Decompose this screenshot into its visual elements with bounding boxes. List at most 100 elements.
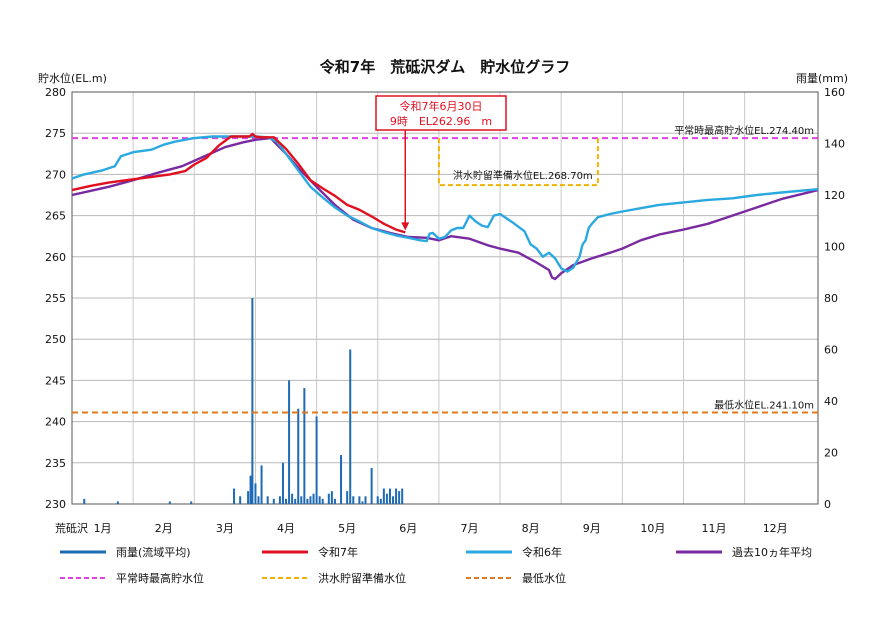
rainfall-bar (312, 493, 315, 504)
month-tick-label: 9月 (583, 522, 601, 535)
rainfall-bar (254, 483, 257, 504)
y-tick-label-left: 255 (45, 292, 66, 305)
rainfall-bar (340, 455, 343, 504)
rainfall-bar (352, 496, 355, 504)
month-tick-label: 6月 (399, 522, 417, 535)
x-axis-prefix-label: 荒砥沢 (55, 521, 88, 535)
rainfall-bar (309, 496, 312, 504)
rainfall-bar (281, 462, 284, 504)
rainfall-bar (330, 491, 333, 504)
rainfall-bar (392, 496, 395, 504)
y-tick-label-right: 40 (824, 395, 838, 408)
rainfall-bar (116, 501, 119, 504)
rainfall-bar (388, 488, 391, 504)
rainfall-bar (83, 498, 86, 504)
month-tick-label: 5月 (338, 522, 356, 535)
month-tick-label: 12月 (763, 522, 788, 535)
rainfall-bar (333, 498, 336, 504)
y-tick-label-left: 250 (45, 333, 66, 346)
rainfall-bar (291, 493, 294, 504)
chart-title: 令和7年 荒砥沢ダム 貯水位グラフ (320, 58, 570, 76)
rainfall-bar (233, 488, 236, 504)
legend-label: 令和7年 (318, 545, 358, 559)
y-tick-label-right: 20 (824, 447, 838, 460)
rainfall-bar (285, 498, 288, 504)
rainfall-bar (315, 416, 318, 504)
annotation-arrow-head (401, 222, 410, 231)
series-line (71, 136, 819, 281)
y-tick-label-right: 60 (824, 344, 838, 357)
month-tick-label: 3月 (216, 522, 234, 535)
legend-label: 過去10ヵ年平均 (732, 545, 812, 559)
annotation-date: 令和7年6月30日 (400, 99, 483, 113)
month-tick-label: 7月 (460, 522, 478, 535)
rainfall-bar (346, 491, 349, 504)
rainfall-bar (395, 488, 398, 504)
y-tick-label-left: 260 (45, 251, 66, 264)
rainfall-bar (361, 501, 364, 504)
rainfall-bar (382, 488, 385, 504)
rainfall-bar (260, 465, 263, 504)
rainfall-bar (385, 493, 388, 504)
y-tick-label-left: 235 (45, 457, 66, 470)
rainfall-bar (257, 496, 260, 504)
rainfall-bar (376, 496, 379, 504)
rainfall-bar (278, 496, 281, 504)
rainfall-bar (294, 498, 297, 504)
reference-line-label: 最低水位EL.241.10m (714, 399, 814, 412)
y-tick-label-right: 0 (824, 498, 831, 511)
month-tick-label: 2月 (155, 522, 173, 535)
rainfall-bar (300, 496, 303, 504)
rainfall-bar (370, 467, 373, 504)
y-tick-label-right: 140 (824, 138, 845, 151)
rainfall-bar (358, 496, 361, 504)
y-tick-label-left: 265 (45, 210, 66, 223)
y-tick-label-right: 160 (824, 86, 845, 99)
right-axis-label: 雨量(mm) (796, 72, 848, 85)
month-tick-label: 10月 (640, 522, 665, 535)
plot-frame (71, 91, 819, 505)
rainfall-bar (288, 380, 291, 504)
month-tick-label: 8月 (522, 522, 540, 535)
legend-label: 平常時最高貯水位 (116, 571, 204, 585)
rainfall-bar (401, 488, 404, 504)
rainfall-bar (303, 388, 306, 504)
rainfall-bar (251, 298, 254, 504)
flood-level-label: 洪水貯留準備水位EL.268.70m (453, 169, 593, 182)
plot-area: 230 235 240 245 250 255 260 265 270 275 280 0 20 40 60… (45, 86, 845, 535)
month-tick-label: 1月 (94, 522, 112, 535)
series-line (71, 132, 406, 234)
rainfall-bar (168, 501, 171, 504)
y-tick-label-left: 230 (45, 498, 66, 511)
annotation-level: 9時 EL262.96 m (390, 115, 492, 128)
legend-label: 最低水位 (522, 571, 566, 585)
rainfall-bar (297, 408, 300, 504)
rainfall-bar (306, 498, 309, 504)
rainfall-bar (379, 498, 382, 504)
legend-label: 洪水貯留準備水位 (318, 571, 406, 585)
y-tick-label-left: 280 (45, 86, 66, 99)
rainfall-bar (239, 496, 242, 504)
rainfall-bar (364, 496, 367, 504)
rainfall-bar (266, 496, 269, 504)
left-axis-label: 貯水位(EL.m) (38, 71, 107, 85)
reference-line-label: 平常時最高貯水位EL.274.40m (674, 124, 814, 137)
rainfall-bar (190, 501, 193, 504)
y-tick-label-left: 270 (45, 168, 66, 181)
y-tick-label-right: 120 (824, 189, 845, 202)
y-tick-label-right: 80 (824, 292, 838, 305)
y-tick-label-left: 240 (45, 416, 66, 429)
annotation-box (375, 95, 507, 131)
rainfall-bar (398, 491, 401, 504)
month-tick-label: 11月 (702, 522, 727, 535)
rainfall-bar (272, 498, 275, 504)
rainfall-bar (349, 349, 352, 504)
y-tick-label-left: 275 (45, 127, 66, 140)
rainfall-bar (247, 491, 250, 504)
legend-label: 令和6年 (522, 545, 562, 559)
rainfall-bar (327, 493, 330, 504)
y-tick-label-right: 100 (824, 241, 845, 254)
legend-label: 雨量(流域平均) (116, 545, 191, 559)
